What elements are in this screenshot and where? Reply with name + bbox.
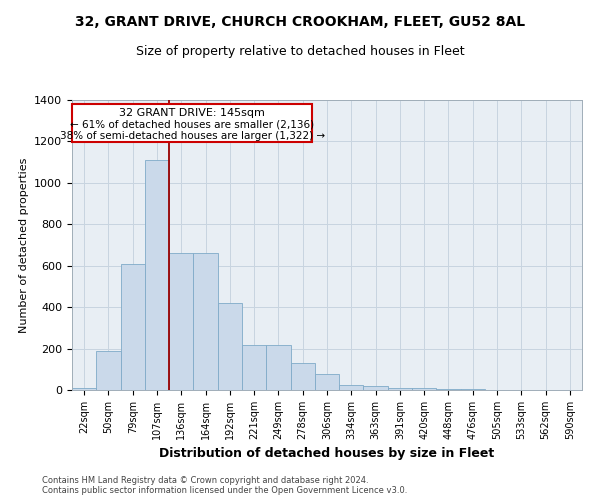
Text: Contains HM Land Registry data © Crown copyright and database right 2024.: Contains HM Land Registry data © Crown c…	[42, 476, 368, 485]
Bar	[145, 160, 169, 390]
Bar	[96, 350, 121, 390]
Bar	[412, 388, 436, 390]
Bar	[290, 363, 315, 390]
Bar	[193, 254, 218, 390]
Text: ← 61% of detached houses are smaller (2,136): ← 61% of detached houses are smaller (2,…	[70, 120, 314, 130]
Text: Size of property relative to detached houses in Fleet: Size of property relative to detached ho…	[136, 45, 464, 58]
Bar	[388, 388, 412, 390]
Bar	[242, 346, 266, 390]
Bar	[169, 254, 193, 390]
Text: 32 GRANT DRIVE: 145sqm: 32 GRANT DRIVE: 145sqm	[119, 108, 265, 118]
Bar	[72, 104, 313, 142]
Text: Contains public sector information licensed under the Open Government Licence v3: Contains public sector information licen…	[42, 486, 407, 495]
Bar	[436, 389, 461, 390]
Bar	[121, 264, 145, 390]
Bar	[339, 385, 364, 390]
Text: 32, GRANT DRIVE, CHURCH CROOKHAM, FLEET, GU52 8AL: 32, GRANT DRIVE, CHURCH CROOKHAM, FLEET,…	[75, 15, 525, 29]
Text: 38% of semi-detached houses are larger (1,322) →: 38% of semi-detached houses are larger (…	[59, 130, 325, 140]
Bar	[364, 386, 388, 390]
Bar	[72, 388, 96, 390]
Bar	[266, 346, 290, 390]
X-axis label: Distribution of detached houses by size in Fleet: Distribution of detached houses by size …	[160, 448, 494, 460]
Bar	[315, 374, 339, 390]
Y-axis label: Number of detached properties: Number of detached properties	[19, 158, 29, 332]
Bar	[218, 303, 242, 390]
